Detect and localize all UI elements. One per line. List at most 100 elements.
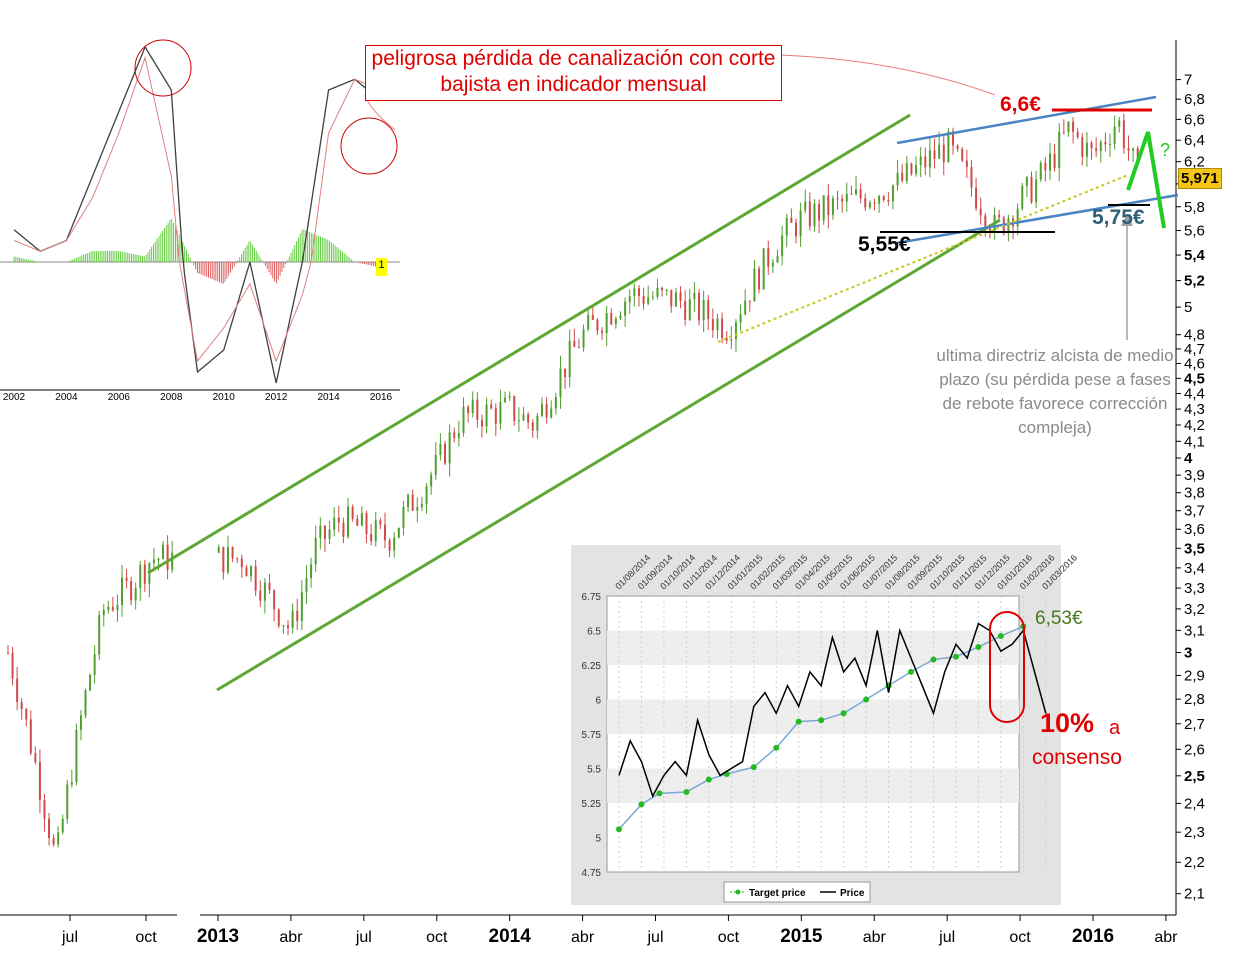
price-tick-label: 2,3	[1184, 824, 1205, 841]
candle-body	[527, 414, 530, 423]
candle-body	[1067, 121, 1070, 133]
candle-body	[841, 198, 844, 202]
candle-body	[924, 156, 927, 168]
candle-body	[693, 292, 696, 300]
candle-body	[360, 513, 363, 526]
time-tick-label: jul	[646, 929, 663, 946]
time-tick-label: 2016	[1072, 926, 1114, 947]
candle-body	[453, 432, 456, 439]
candle-body	[850, 193, 853, 195]
candle-body	[342, 522, 345, 537]
price-tick-label: 6,8	[1184, 91, 1205, 108]
candle-body	[319, 525, 322, 539]
candle-body	[684, 300, 687, 320]
candle-body	[476, 399, 479, 420]
last-price-tag: 5,971	[1178, 168, 1222, 189]
monthly-indicator-inset: 2002 2004 2006 2008 2010 2012 2014 2016	[0, 35, 400, 403]
candle-body	[601, 330, 604, 334]
candle-body	[744, 300, 747, 315]
candle-body	[642, 295, 645, 304]
upper-blue-line	[896, 95, 1157, 145]
price-tick-label: 2,4	[1184, 795, 1205, 812]
candle-body	[102, 610, 105, 616]
candle-body	[748, 300, 751, 302]
candle-body	[633, 288, 636, 297]
candle-body	[790, 217, 793, 223]
candle-body	[467, 406, 470, 413]
candle-body	[961, 148, 964, 161]
candle-body	[263, 582, 266, 601]
inset-line-indicator	[13, 45, 382, 384]
candle-body	[34, 753, 37, 762]
price-tick-label: 4,7	[1184, 341, 1205, 358]
candle-body	[919, 156, 922, 166]
candle-body	[121, 577, 123, 605]
time-tick-label: abr	[1154, 929, 1178, 946]
question-mark: ?	[1160, 140, 1171, 160]
candle-body	[910, 163, 913, 175]
candle-body	[356, 518, 359, 526]
candle-body	[323, 525, 326, 539]
candle-body	[273, 590, 276, 610]
candle-body	[240, 558, 243, 568]
trend-channels	[147, 95, 1179, 692]
time-tick-label: abr	[863, 929, 887, 946]
target-price-marker	[952, 653, 959, 660]
candle-body	[43, 799, 46, 819]
candle-body	[730, 339, 733, 341]
candle-body	[637, 288, 640, 296]
candle-body	[647, 297, 650, 304]
candle-body	[596, 319, 599, 331]
candle-body	[725, 338, 728, 341]
candle-body	[457, 432, 460, 439]
candle-body	[130, 580, 133, 601]
candle-body	[66, 784, 69, 819]
price-tick-label: 4,5	[1184, 370, 1205, 387]
candle-body	[540, 403, 543, 416]
candle-body	[11, 652, 14, 679]
inset-background	[0, 35, 400, 403]
grey-callout-arrowhead	[1121, 214, 1133, 226]
warning-annotation-box: peligrosa pérdida de canalización con co…	[365, 45, 782, 101]
candle-body	[84, 690, 87, 716]
candle-body	[1132, 148, 1135, 151]
inset-year-label: 2004	[55, 392, 78, 403]
consensus-word-a: a	[1109, 717, 1121, 739]
candle-body	[587, 314, 590, 330]
time-tick-label: 2015	[780, 926, 823, 947]
candle-body	[670, 289, 673, 307]
candle-body	[624, 301, 627, 316]
candle-body	[75, 729, 78, 783]
candle-body	[388, 540, 391, 551]
candle-body	[231, 546, 234, 559]
inset-peak-circle-2008	[134, 39, 192, 97]
price-tick-label: 3,9	[1184, 467, 1205, 484]
candle-body	[407, 494, 410, 507]
target-legend-box	[723, 881, 871, 903]
candle-body	[1127, 148, 1130, 151]
candle-body	[397, 527, 400, 538]
target-price-marker	[975, 644, 982, 651]
candle-body	[480, 419, 483, 427]
candle-body	[333, 517, 336, 530]
candle-body	[166, 544, 169, 570]
candle-body	[393, 537, 396, 551]
candle-body	[107, 606, 110, 611]
price-tick-label: 4,1	[1184, 433, 1205, 450]
price-tick-label: 4,6	[1184, 355, 1205, 372]
target-y-label: 4.75	[582, 868, 602, 879]
time-tick-label: oct	[1009, 929, 1031, 946]
candle-body	[351, 506, 354, 519]
candle-body	[739, 314, 742, 323]
candle-body	[901, 172, 904, 181]
candle-body	[236, 558, 239, 560]
target-y-label: 5.5	[587, 765, 601, 776]
target-line-price	[618, 622, 1047, 798]
candle-body	[970, 167, 973, 188]
price-tick-label: 2,7	[1184, 716, 1205, 733]
candle-body	[1136, 148, 1139, 161]
candle-body	[716, 318, 719, 331]
inset-peak-circle-2015	[340, 117, 398, 175]
price-tick-label: 6,4	[1184, 132, 1205, 149]
legend-target-label: Target price	[749, 888, 806, 899]
